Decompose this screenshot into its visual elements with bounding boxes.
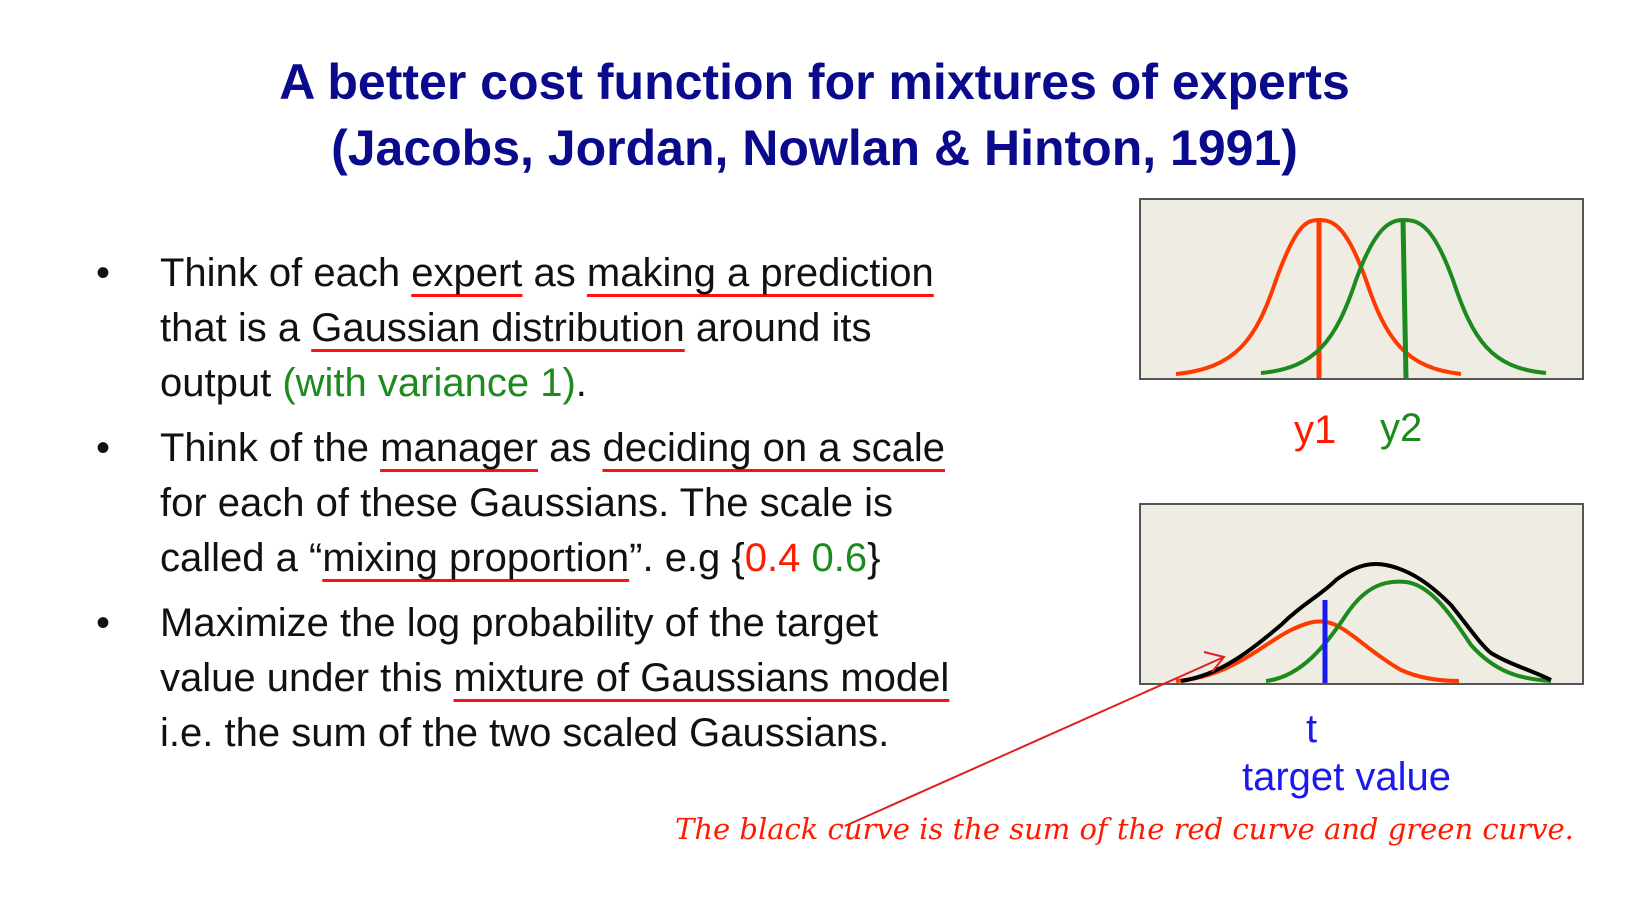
bullet-line: Maximize the log probability of the targ…	[160, 596, 1090, 651]
slide-subtitle: (Jacobs, Jordan, Nowlan & Hinton, 1991)	[331, 120, 1298, 176]
underlined-term: Gaussian distribution	[311, 306, 685, 350]
underlined-term: expert	[411, 251, 523, 295]
diagram-caption: The black curve is the sum of the red cu…	[675, 812, 1574, 846]
text: output	[160, 361, 283, 405]
mixing-value-green: 0.6	[811, 536, 868, 580]
mixture-panel	[1139, 503, 1584, 685]
bullet-line: that is a Gaussian distribution around i…	[160, 301, 1090, 356]
mixture-sum-curve	[1180, 561, 1552, 683]
bullet-marker: •	[96, 251, 111, 295]
bullet-marker: •	[96, 426, 111, 470]
underlined-term: mixing proportion	[322, 536, 630, 580]
target-value-label: target value	[1242, 755, 1452, 799]
expert-gaussians-plot	[1175, 217, 1547, 378]
text: .	[575, 361, 587, 405]
underlined-term: deciding on a scale	[602, 426, 945, 470]
variance-note: (with variance 1)	[282, 361, 576, 405]
text: }	[867, 536, 881, 580]
bullet-line: value under this mixture of Gaussians mo…	[160, 651, 1090, 706]
text: Think of the	[160, 426, 381, 470]
text: called a “	[160, 536, 323, 580]
bullet-list: • Think of each expert as making a predi…	[90, 246, 1090, 771]
expert2-mean-line	[1400, 219, 1409, 378]
underlined-term: manager	[380, 426, 538, 470]
underlined-term: mixture of Gaussians model	[453, 656, 950, 700]
y1-label: y1	[1294, 408, 1337, 452]
text: ”. e.g {	[629, 536, 745, 580]
bullet-item-experts: • Think of each expert as making a predi…	[90, 246, 1090, 411]
slide-title: A better cost function for mixtures of e…	[279, 54, 1350, 110]
bullet-line: Think of the manager as deciding on a sc…	[160, 421, 1090, 476]
expert-gaussians-panel	[1139, 198, 1584, 380]
text: for each of these Gaussians. The scale i…	[160, 481, 893, 525]
mixing-value-red: 0.4	[744, 536, 801, 580]
text: value under this	[160, 656, 454, 700]
bullet-item-maximize: • Maximize the log probability of the ta…	[90, 596, 1090, 761]
bullet-line: for each of these Gaussians. The scale i…	[160, 476, 1090, 531]
text: as	[522, 251, 587, 295]
text	[800, 536, 811, 580]
text: that is a	[160, 306, 312, 350]
mixture-plot	[1175, 561, 1552, 683]
text: i.e. the sum of the two scaled Gaussians…	[160, 711, 890, 755]
text: around its	[684, 306, 872, 350]
bullet-line: i.e. the sum of the two scaled Gaussians…	[160, 706, 1090, 761]
bullet-line: Think of each expert as making a predict…	[160, 246, 1090, 301]
y2-label: y2	[1380, 406, 1423, 450]
underlined-term: making a prediction	[586, 251, 934, 295]
text: Maximize the log probability of the targ…	[160, 601, 879, 645]
scaled-expert2-curve	[1265, 579, 1552, 683]
text: Think of each	[160, 251, 412, 295]
bullet-item-manager: • Think of the manager as deciding on a …	[90, 421, 1090, 586]
t-label: t	[1306, 707, 1318, 751]
bullet-line: called a “mixing proportion”. e.g {0.4 0…	[160, 531, 1090, 586]
bullet-line: output (with variance 1).	[160, 356, 1090, 411]
bullet-marker: •	[96, 601, 111, 645]
text: as	[538, 426, 603, 470]
